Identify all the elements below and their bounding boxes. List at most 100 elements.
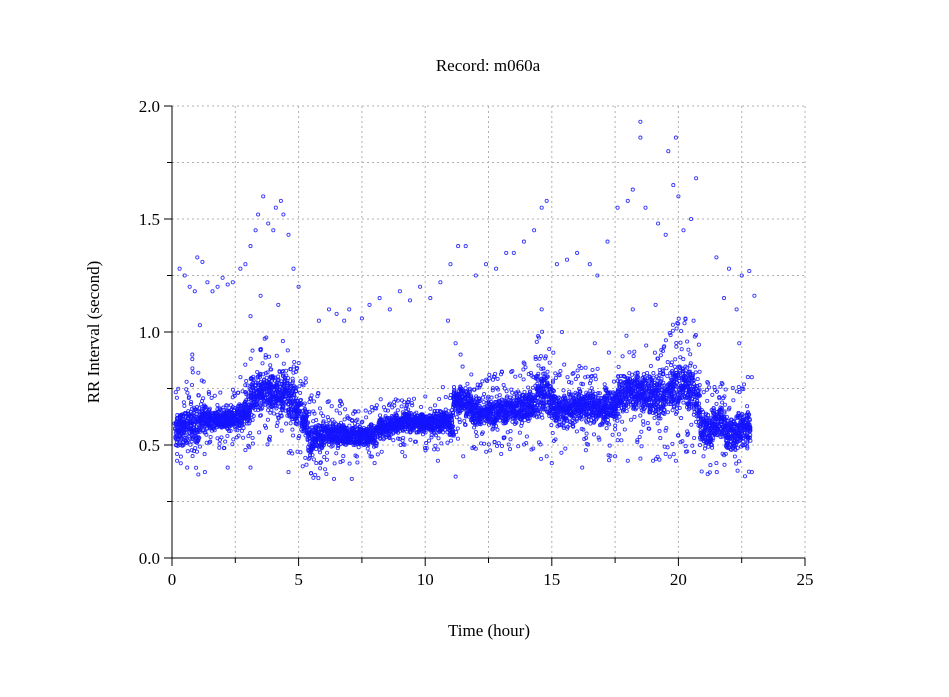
- data-point: [250, 441, 255, 446]
- data-point: [367, 450, 372, 455]
- data-point: [192, 422, 197, 427]
- data-point: [229, 410, 234, 415]
- data-point: [236, 390, 241, 395]
- data-point: [254, 393, 259, 398]
- data-point: [185, 438, 191, 443]
- data-point: [301, 403, 307, 408]
- data-point: [244, 390, 249, 395]
- data-point: [296, 403, 301, 408]
- data-point: [293, 386, 298, 391]
- data-point: [448, 438, 454, 443]
- data-point: [245, 421, 250, 426]
- data-point: [268, 390, 273, 395]
- data-point: [553, 371, 558, 376]
- data-point: [275, 420, 280, 425]
- data-point: [236, 433, 241, 438]
- data-point: [282, 377, 287, 382]
- data-point: [296, 436, 301, 441]
- data-point: [179, 430, 184, 435]
- data-point: [248, 397, 253, 402]
- data-point: [619, 438, 624, 443]
- data-point: [246, 394, 251, 399]
- data-point: [369, 405, 374, 410]
- data-point: [178, 461, 183, 466]
- data-point: [194, 449, 200, 454]
- data-point: [274, 406, 279, 411]
- data-point: [206, 422, 211, 427]
- data-point: [265, 417, 270, 422]
- data-point: [311, 457, 316, 462]
- data-point: [428, 406, 433, 411]
- data-point: [290, 391, 295, 396]
- data-point: [292, 359, 297, 365]
- data-point: [179, 434, 184, 439]
- data-point: [455, 436, 460, 441]
- data-point: [288, 448, 293, 454]
- data-point: [238, 412, 243, 418]
- data-point: [445, 440, 450, 445]
- data-point: [508, 437, 513, 442]
- data-point: [288, 409, 293, 414]
- data-point: [205, 425, 210, 430]
- data-point: [198, 402, 203, 407]
- data-point: [364, 415, 369, 420]
- data-point: [306, 449, 311, 454]
- data-point: [197, 429, 202, 434]
- data-point: [314, 418, 319, 423]
- data-point: [298, 398, 303, 403]
- data-point: [174, 395, 179, 400]
- data-point: [510, 390, 515, 395]
- data-point: [305, 425, 310, 430]
- data-point: [342, 417, 347, 422]
- data-point: [243, 383, 248, 388]
- data-point: [190, 366, 195, 371]
- data-point: [473, 429, 478, 435]
- data-point: [536, 363, 541, 368]
- data-point: [320, 438, 325, 443]
- data-point: [307, 432, 312, 437]
- data-point: [186, 394, 192, 399]
- data-point: [303, 376, 308, 381]
- data-point: [574, 429, 579, 434]
- data-point: [274, 396, 279, 401]
- data-point: [455, 426, 460, 431]
- data-point: [188, 442, 193, 447]
- data-point: [547, 360, 552, 365]
- data-point: [381, 405, 386, 410]
- data-point: [204, 440, 209, 445]
- data-point: [296, 360, 301, 366]
- data-point: [243, 362, 248, 367]
- data-point: [432, 403, 438, 408]
- data-point: [480, 379, 485, 384]
- data-point: [232, 424, 238, 429]
- data-point: [547, 347, 552, 352]
- data-point: [236, 409, 241, 414]
- data-point: [304, 462, 309, 467]
- data-point: [196, 472, 201, 477]
- data-point: [205, 414, 210, 420]
- data-point: [321, 413, 326, 419]
- data-point: [258, 413, 263, 418]
- data-point: [197, 406, 202, 411]
- data-point: [363, 408, 368, 413]
- data-point: [267, 434, 272, 439]
- data-point: [246, 417, 251, 422]
- data-point: [282, 375, 287, 380]
- data-point: [248, 403, 254, 408]
- data-point: [615, 438, 620, 443]
- data-point: [269, 367, 274, 372]
- data-point: [317, 406, 323, 411]
- data-point: [356, 445, 361, 450]
- data-point: [411, 396, 417, 401]
- data-point: [334, 408, 339, 413]
- data-point: [199, 408, 204, 413]
- data-point: [180, 417, 185, 422]
- data-point: [280, 404, 285, 409]
- data-point: [332, 461, 337, 466]
- data-point: [356, 409, 361, 414]
- data-point: [262, 336, 267, 341]
- data-point: [223, 422, 228, 427]
- data-point: [429, 435, 434, 440]
- data-point: [379, 449, 384, 454]
- data-point: [192, 430, 197, 435]
